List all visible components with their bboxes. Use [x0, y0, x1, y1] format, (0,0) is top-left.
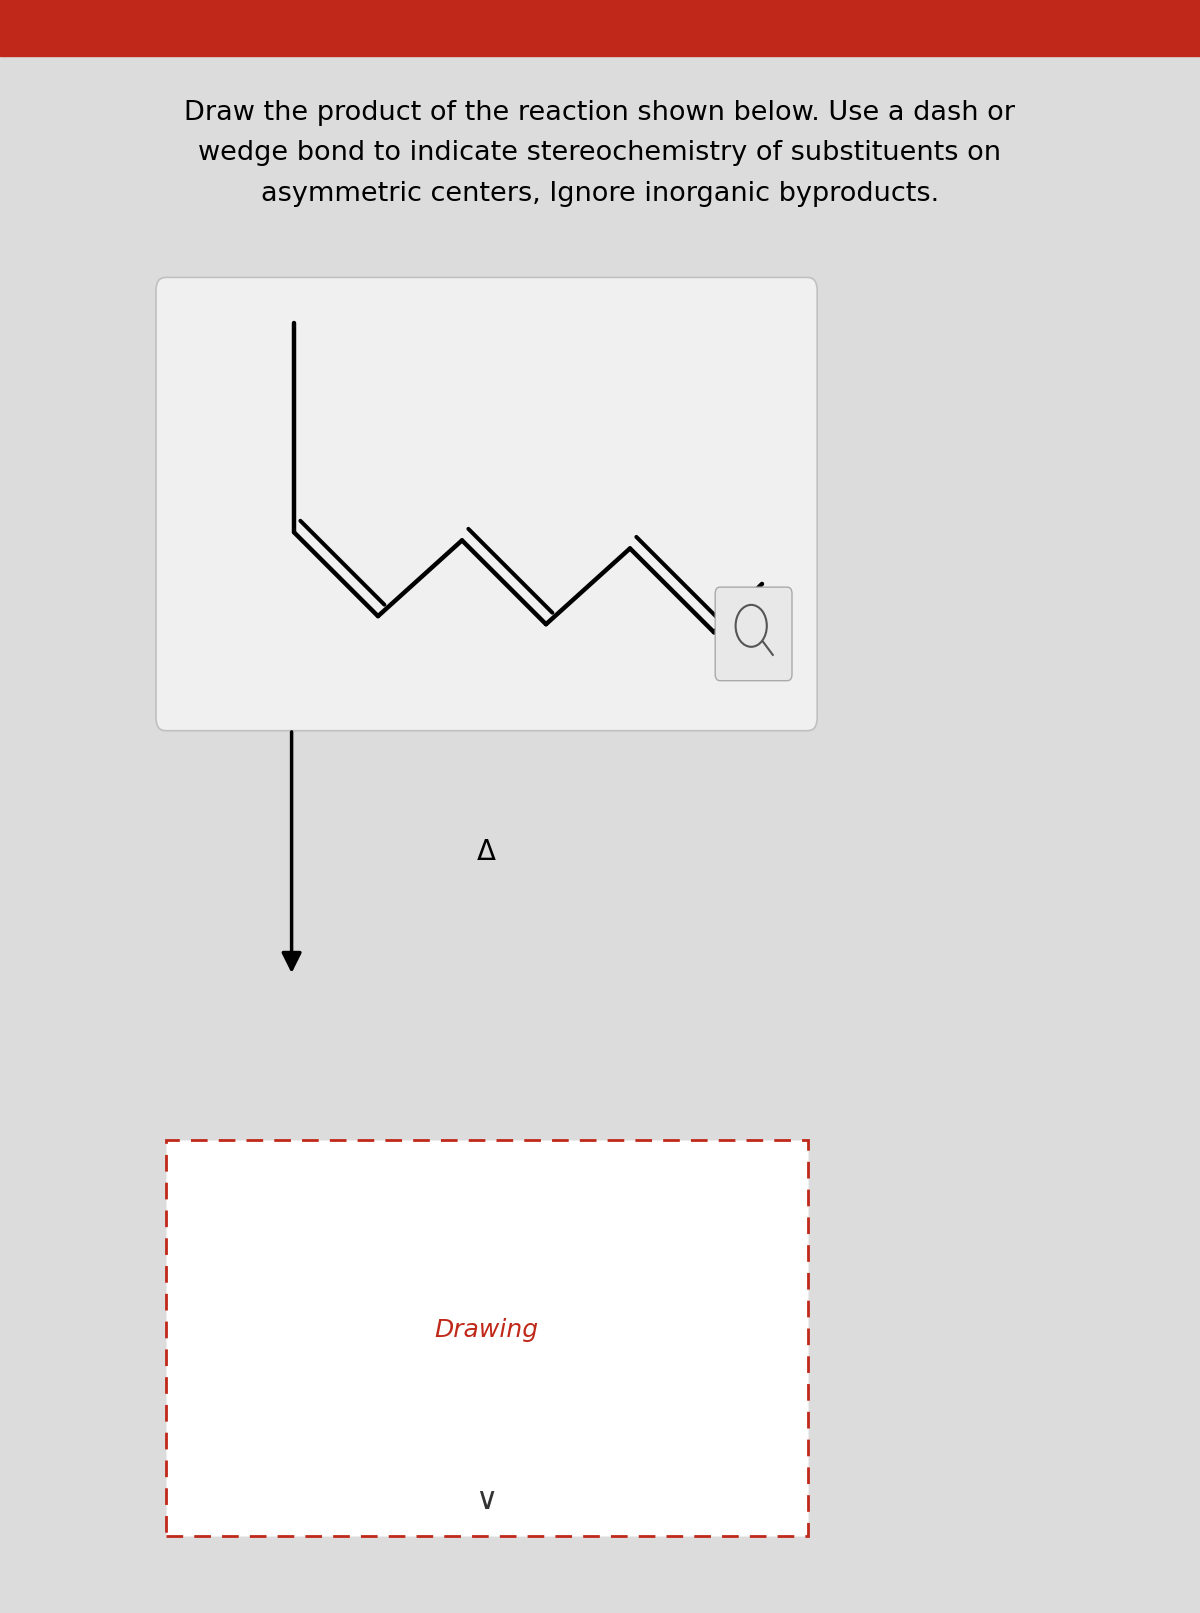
FancyBboxPatch shape — [715, 587, 792, 681]
Text: Δ: Δ — [476, 837, 496, 866]
Bar — [0, 0, 1200, 56]
Text: Draw the product of the reaction shown below. Use a dash or: Draw the product of the reaction shown b… — [185, 100, 1015, 126]
Text: asymmetric centers, Ignore inorganic byproducts.: asymmetric centers, Ignore inorganic byp… — [260, 181, 940, 206]
FancyBboxPatch shape — [156, 277, 817, 731]
Text: wedge bond to indicate stereochemistry of substituents on: wedge bond to indicate stereochemistry o… — [198, 140, 1002, 166]
Text: ∨: ∨ — [475, 1486, 498, 1515]
Bar — [166, 1140, 808, 1536]
Text: Drawing: Drawing — [434, 1318, 539, 1342]
